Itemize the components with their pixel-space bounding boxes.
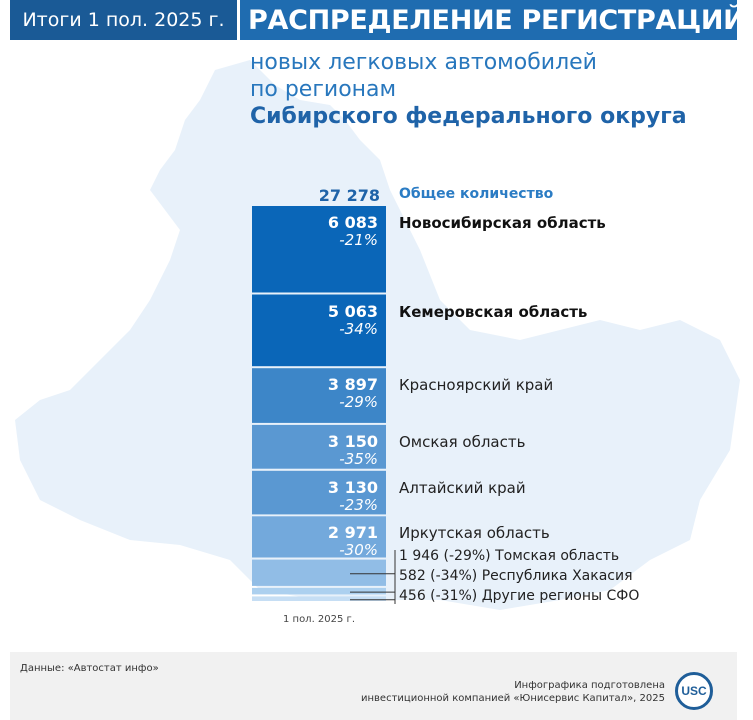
data-label-value: 2 971 xyxy=(327,523,378,543)
category-label: Красноярский край xyxy=(399,376,554,395)
data-label-change: -21% xyxy=(339,231,378,249)
data-label-change: -34% xyxy=(339,319,378,338)
usc-logo: USC xyxy=(675,672,713,710)
x-tick-label: 1 пол. 2025 г. xyxy=(282,614,355,625)
credit-line-2: инвестиционной компанией «Юнисервис Капи… xyxy=(361,693,665,704)
total-value: 27 278 xyxy=(318,186,380,205)
credit-line-1: Инфографика подготовлена xyxy=(514,680,665,691)
bar-segment xyxy=(252,206,386,293)
data-label-change: -29% xyxy=(339,393,378,412)
total-label: Общее количество xyxy=(399,186,554,202)
category-label: Кемеровская область xyxy=(399,302,588,321)
bar-segment xyxy=(252,368,386,423)
bar-segment xyxy=(252,516,386,558)
period-badge: Итоги 1 пол. 2025 г. xyxy=(10,0,237,40)
category-label: Новосибирская область xyxy=(399,214,606,232)
category-label: 582 (-34%) Республика Хакасия xyxy=(399,568,633,584)
data-source: Данные: «Автостат инфо» xyxy=(20,663,159,674)
data-label-value: 3 150 xyxy=(327,431,378,451)
data-label-value: 6 083 xyxy=(327,213,378,232)
data-label-change: -23% xyxy=(339,495,378,514)
category-label: Алтайский край xyxy=(399,478,526,497)
page-title: РАСПРЕДЕЛЕНИЕ РЕГИСТРАЦИЙ xyxy=(240,0,746,40)
data-label-value: 3 897 xyxy=(327,375,378,395)
data-label-change: -35% xyxy=(339,449,378,468)
data-label-change: -30% xyxy=(339,541,378,560)
subtitle-line-1: новых легковых автомобилей xyxy=(250,50,597,75)
bar-segment xyxy=(252,596,386,601)
bar-segment xyxy=(252,470,386,515)
subtitle-line-3: Сибирского федерального округа xyxy=(250,104,687,129)
bar-segment xyxy=(252,559,386,586)
bar-segment xyxy=(252,294,386,367)
category-label: 456 (-31%) Другие регионы СФО xyxy=(399,588,640,604)
data-label-value: 3 130 xyxy=(327,477,378,497)
bar-segment xyxy=(252,587,386,595)
category-label: Иркутская область xyxy=(399,524,550,543)
category-label: Омская область xyxy=(399,432,526,451)
subtitle-line-2: по регионам xyxy=(250,77,397,102)
bar-segment xyxy=(252,424,386,469)
category-label: 1 946 (-29%) Томская область xyxy=(399,548,620,564)
footer-panel xyxy=(10,652,737,720)
data-label-value: 5 063 xyxy=(327,301,378,321)
